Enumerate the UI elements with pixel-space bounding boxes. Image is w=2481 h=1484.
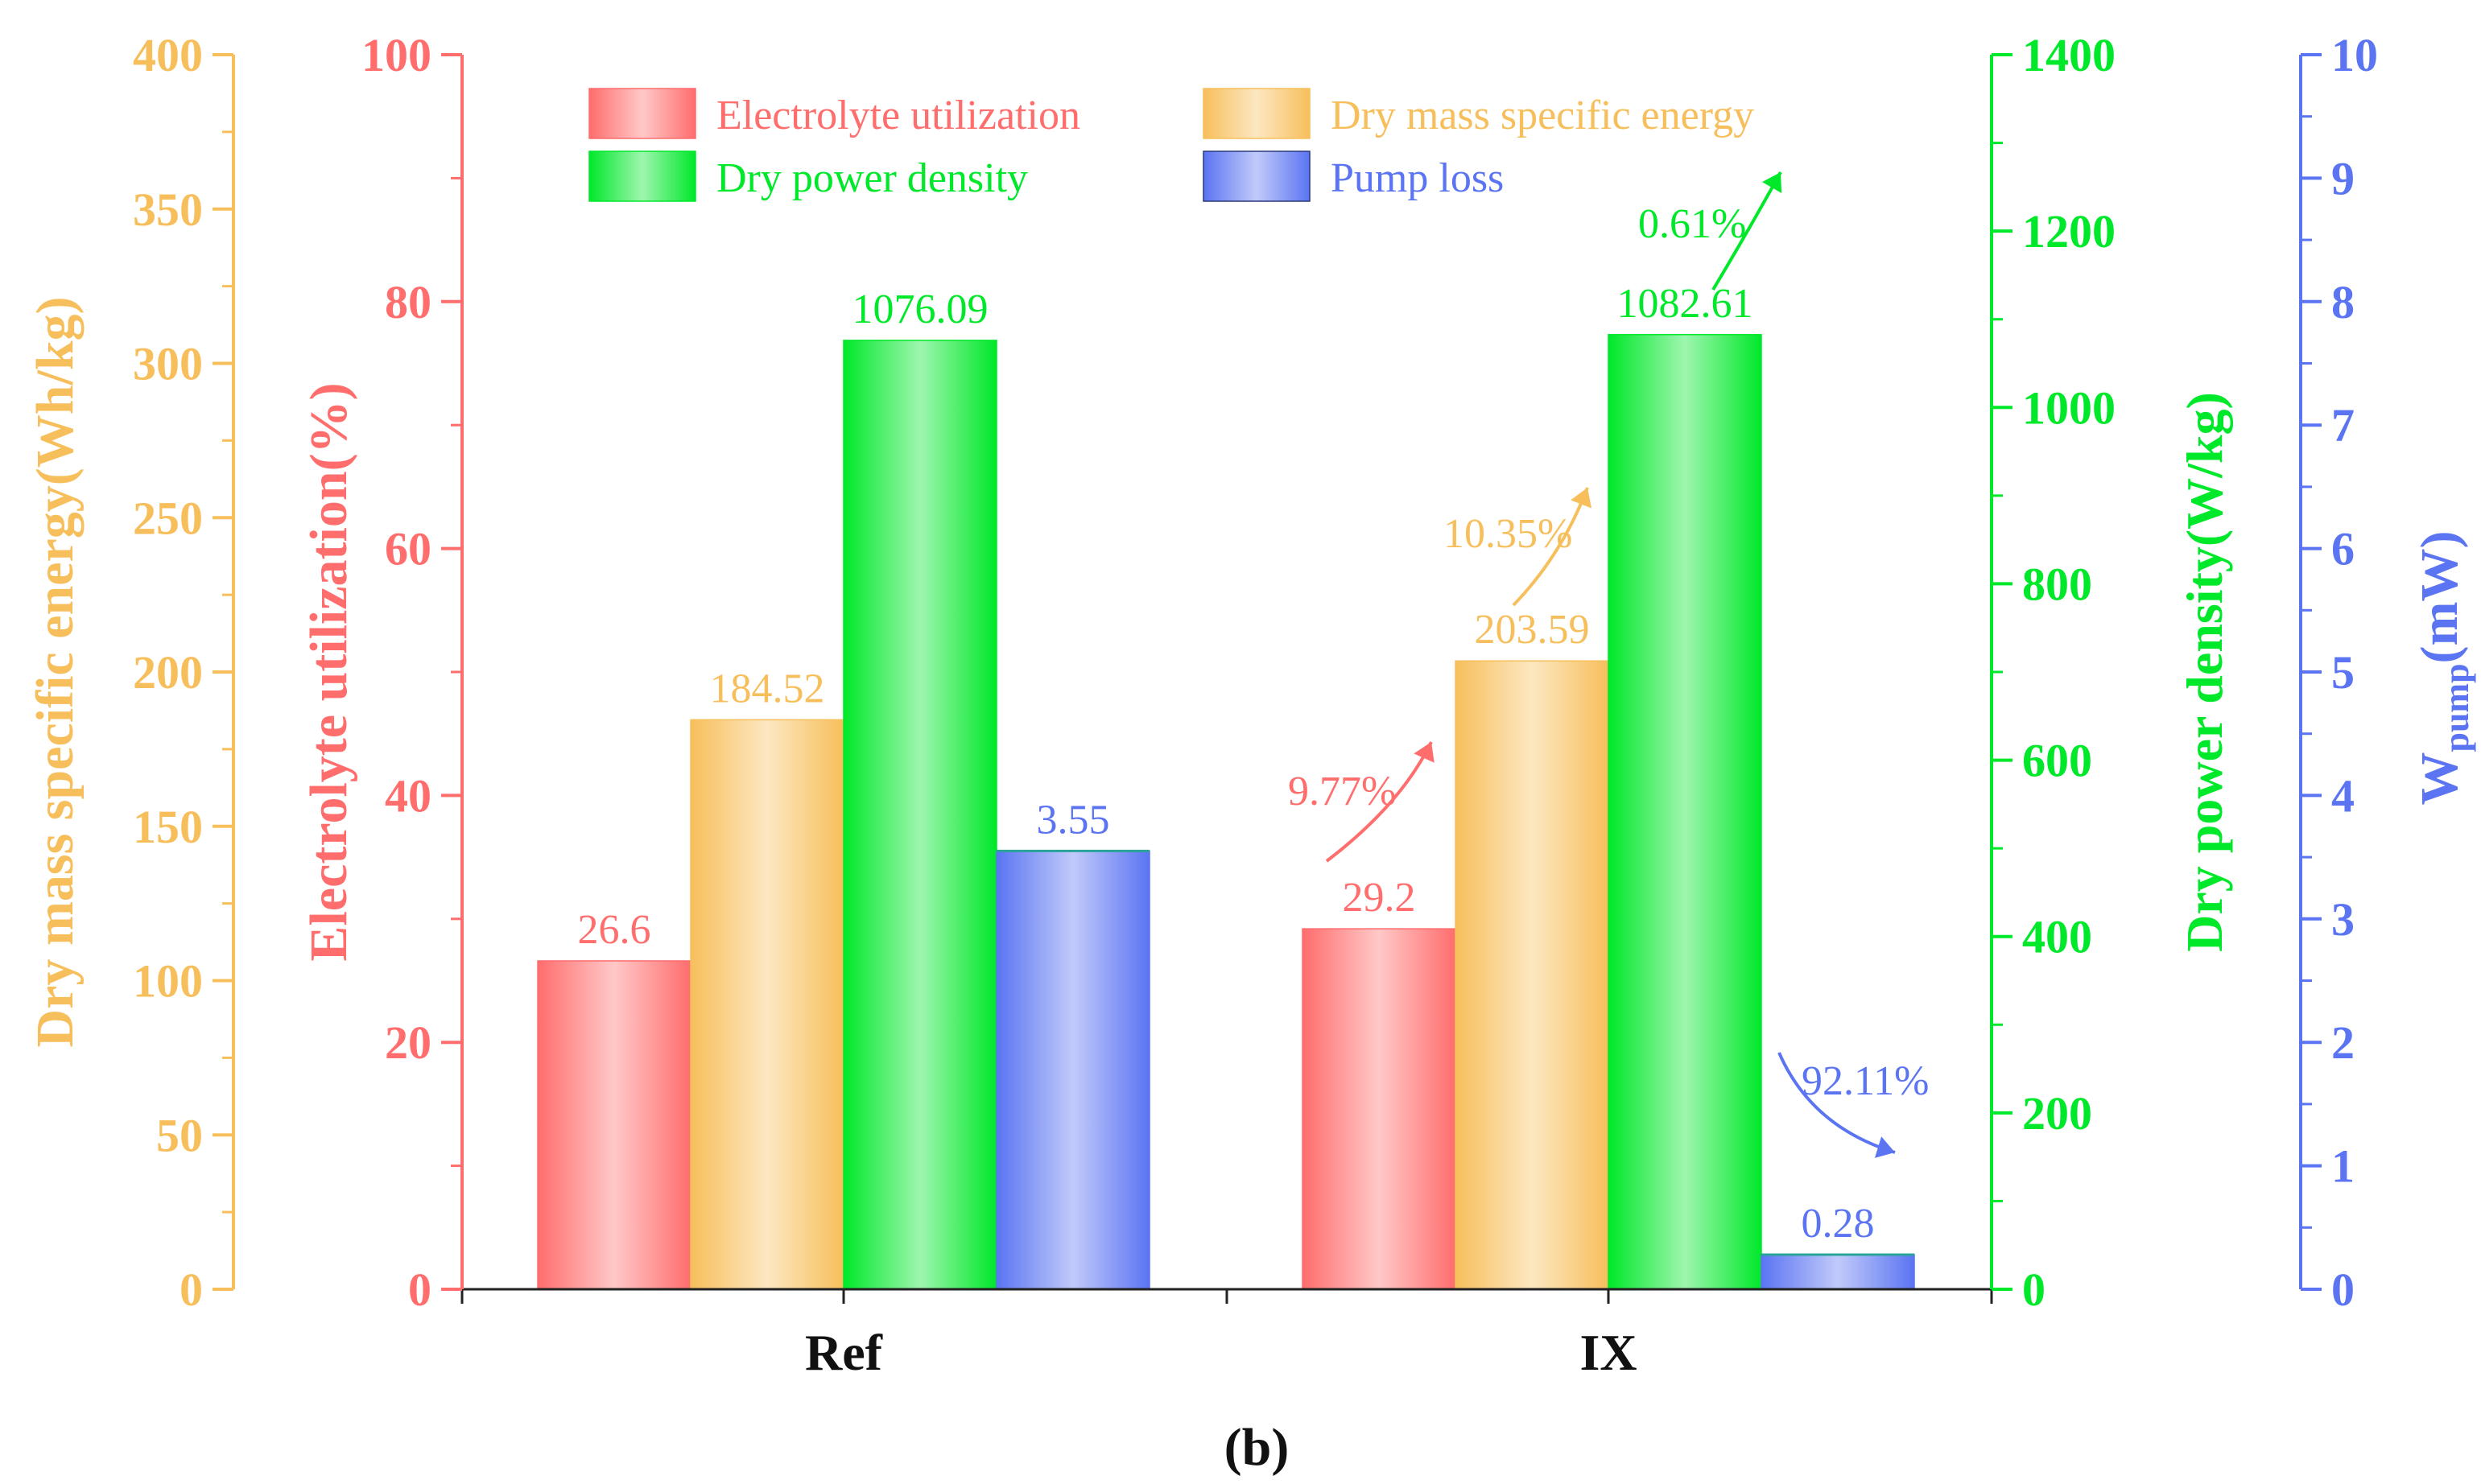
- data-label-pump-ref: 3.55: [1037, 797, 1110, 843]
- y-axis-electrolyte-tick-label: 60: [385, 523, 431, 575]
- x-tick-label-ix: IX: [1579, 1324, 1637, 1381]
- bar-dry_power-ix: [1608, 334, 1762, 1290]
- y-axis-pump-tick-label: 2: [2331, 1016, 2355, 1069]
- legend-swatch-electrolyte: [588, 88, 696, 139]
- y-axis-energy-tick-label: 300: [133, 338, 203, 390]
- bar-electrolyte-ref: [537, 960, 691, 1290]
- legend-swatch-dry_energy: [1203, 88, 1311, 139]
- y-axis-pump-tick-label: 8: [2331, 276, 2355, 328]
- legend-label-pump: Pump loss: [1331, 155, 1504, 201]
- legend-label-dry_power: Dry power density: [716, 155, 1028, 201]
- y-axis-power-tick-label: 1000: [2022, 381, 2116, 434]
- legend-label-electrolyte: Electrolyte utilization: [716, 93, 1080, 138]
- y-axis-pump-tick-label: 5: [2331, 646, 2355, 699]
- legend-swatch-dry_power: [588, 150, 696, 202]
- y-axis-pump-title: Wpump(mW): [2410, 530, 2476, 805]
- axes-layer: [213, 53, 2322, 1304]
- y-axis-power-title: Dry power density(W/kg): [2176, 392, 2233, 952]
- y-axis-energy-tick-label: 350: [133, 183, 203, 236]
- y-axis-energy-tick-label: 250: [133, 492, 203, 544]
- y-axis-power-tick-label: 0: [2022, 1263, 2045, 1316]
- y-axis-electrolyte-tick-label: 40: [385, 769, 431, 822]
- legend-label-dry_energy: Dry mass specific energy: [1331, 93, 1754, 138]
- data-label-dry_power-ref: 1076.09: [852, 286, 989, 332]
- y-axis-pump-tick-label: 9: [2331, 152, 2355, 204]
- y-axis-power-tick-label: 600: [2022, 735, 2092, 787]
- y-axis-pump-tick-label: 3: [2331, 893, 2355, 946]
- y-axis-power-tick-label: 400: [2022, 911, 2092, 963]
- y-axis-energy-tick-label: 400: [133, 29, 203, 81]
- annotation-dry_power: 0.61%: [1638, 201, 1746, 247]
- legend-layer: Electrolyte utilization Dry mass specific…: [588, 88, 1754, 202]
- annotation-pump: 92.11%: [1802, 1058, 1929, 1104]
- bar-dry_energy-ref: [690, 719, 844, 1290]
- y-axis-pump-tick-label: 0: [2331, 1263, 2355, 1316]
- y-axis-pump-tick-label: 1: [2331, 1140, 2355, 1193]
- bar-pump-ix: [1761, 1254, 1915, 1290]
- y-axis-electrolyte-tick-label: 80: [385, 276, 431, 328]
- y-axis-energy-tick-label: 0: [180, 1263, 203, 1316]
- x-tick-label-ref: Ref: [805, 1324, 883, 1381]
- legend-swatch-pump: [1203, 150, 1311, 202]
- y-axis-energy-tick-label: 200: [133, 646, 203, 699]
- y-axis-power-tick-label: 200: [2022, 1087, 2092, 1140]
- annotation-dry_energy-arrowhead: [1571, 488, 1592, 509]
- annotation-dry_power-arrowhead: [1761, 172, 1782, 193]
- y-axis-energy-tick-label: 50: [156, 1109, 203, 1161]
- y-axis-electrolyte-tick-label: 100: [361, 29, 431, 81]
- annotations-layer: 9.77% 10.35% 0.61% 92.11%: [1288, 171, 1929, 1158]
- annotation-pump-arrowhead: [1874, 1136, 1895, 1158]
- y-axis-pump-tick-label: 10: [2331, 29, 2378, 81]
- y-axis-electrolyte-tick-label: 20: [385, 1016, 431, 1069]
- annotation-electrolyte: 9.77%: [1288, 769, 1396, 814]
- annotation-dry_energy: 10.35%: [1443, 511, 1572, 557]
- data-label-dry_energy-ix: 203.59: [1475, 607, 1590, 653]
- labels-layer: 26.6 29.2 184.52 203.59 1076.09 1082.61 3.55 0.…: [26, 29, 2476, 1477]
- y-axis-electrolyte-tick-label: 0: [408, 1263, 431, 1316]
- data-label-pump-ix: 0.28: [1802, 1201, 1875, 1247]
- y-axis-energy-tick-label: 100: [133, 955, 203, 1008]
- data-label-electrolyte-ix: 29.2: [1343, 875, 1416, 921]
- y-axis-pump-tick-label: 4: [2331, 769, 2355, 822]
- y-axis-power-tick-label: 1200: [2022, 205, 2116, 258]
- bar-dry_energy-ix: [1455, 660, 1609, 1290]
- bar-electrolyte-ix: [1302, 928, 1456, 1290]
- bars-layer: [537, 334, 1915, 1290]
- data-label-dry_energy-ref: 184.52: [710, 666, 825, 711]
- y-axis-energy-title: Dry mass specific energy(Wh/kg): [26, 296, 85, 1047]
- annotation-pump-arrow: [1777, 1052, 1896, 1154]
- y-axis-electrolyte-title: Electrolyte utilization(%): [299, 382, 358, 961]
- y-axis-energy-tick-label: 150: [133, 801, 203, 853]
- y-axis-power-tick-label: 1400: [2022, 29, 2116, 81]
- annotation-electrolyte-arrowhead: [1414, 742, 1435, 763]
- figure-caption: (b): [1224, 1418, 1290, 1477]
- y-axis-pump-tick-label: 7: [2331, 399, 2355, 451]
- y-axis-power-tick-label: 800: [2022, 558, 2092, 610]
- bar-pump-ref: [996, 850, 1150, 1290]
- y-axis-pump-tick-label: 6: [2331, 523, 2355, 575]
- data-label-dry_power-ix: 1082.61: [1617, 281, 1753, 327]
- data-label-electrolyte-ref: 26.6: [578, 907, 651, 953]
- bar-dry_power-ref: [843, 340, 997, 1290]
